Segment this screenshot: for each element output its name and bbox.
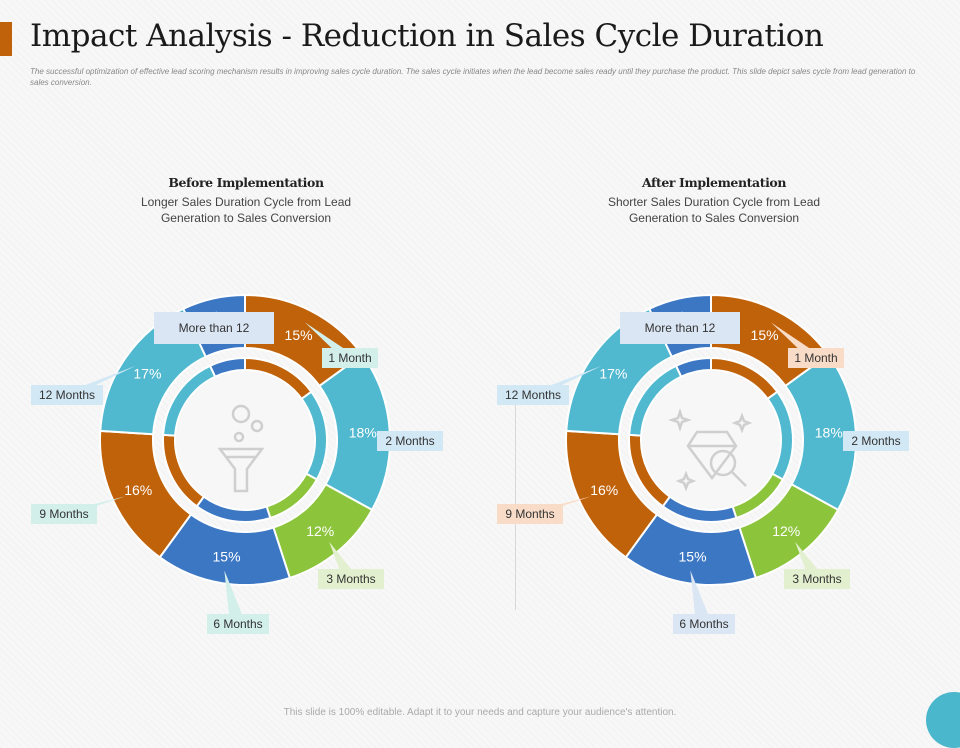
callout-label-12-months: 12 Months [505, 388, 561, 402]
after-subtitle: Shorter Sales Duration Cycle from Lead G… [554, 194, 874, 226]
callout-box-3-months [318, 569, 384, 589]
callout-pointer-6-months [690, 570, 712, 624]
callout-pointer-12-months [525, 365, 602, 395]
callout-pointer-12-months [59, 365, 136, 395]
callout-box-9-months [497, 504, 563, 524]
callout-box-1-month [788, 348, 844, 368]
callout-label-2-months: 2 Months [851, 434, 900, 448]
callout-label-6-months: 6 Months [213, 617, 262, 631]
after-subtitle-line-2: Generation to Sales Conversion [628, 211, 800, 225]
slice-pct-2-months: 18% [815, 425, 843, 441]
slide-description: The successful optimization of effective… [30, 67, 916, 87]
slice-pct-3-months: 12% [772, 523, 800, 539]
callout-label-9-months: 9 Months [39, 507, 88, 521]
callout-box-9-months [31, 504, 97, 524]
before-donut-chart: 15% 1 Month 18% 2 Months 12% 3 Months 15% 6 Mon… [31, 293, 443, 634]
donut-center [643, 372, 779, 508]
after-heading: After Implementation [641, 175, 787, 190]
callout-label-1-month: 1 Month [794, 351, 837, 365]
callout-box-2-months [377, 431, 443, 451]
before-heading: Before Implementation [168, 175, 324, 190]
slice-pct-6-months: 15% [679, 549, 707, 565]
after-panel-header: After Implementation Shorter Sales Durat… [554, 175, 874, 226]
callout-box-12-months [497, 385, 569, 405]
slice-pct-12-months: 17% [133, 366, 161, 382]
before-subtitle-line-1: Longer Sales Duration Cycle from Lead [140, 195, 352, 209]
callout-box-2-months [843, 431, 909, 451]
callout-box-6-months [673, 614, 735, 634]
callout-box-6-months [207, 614, 269, 634]
title-accent-bar [0, 22, 12, 56]
slice-pct-1-month: 15% [285, 327, 313, 343]
diamond-magnifier-icon [668, 408, 753, 492]
inner-arc-more-than-12 [674, 356, 712, 378]
before-subtitle: Longer Sales Duration Cycle from Lead Ge… [86, 194, 406, 226]
callout-label-9-months: 9 Months [505, 507, 554, 521]
callout-box-3-months [784, 569, 850, 589]
callout-label-6-months: 6 Months [679, 617, 728, 631]
callout-pointer-9-months [522, 496, 592, 514]
callout-label-12-months: 12 Months [39, 388, 95, 402]
slice-pct-12-months: 17% [599, 366, 627, 382]
callout-label-more-than-12: More than 12 [179, 321, 250, 335]
callout-box-more-than-12 [154, 312, 274, 344]
panel-divider [515, 395, 516, 610]
slide-title: Impact Analysis - Reduction in Sales Cyc… [30, 18, 824, 54]
slice-pct-2-months: 18% [349, 425, 377, 441]
footer-note: This slide is 100% editable. Adapt it to… [283, 707, 677, 718]
donut-center [177, 372, 313, 508]
callout-box-more-than-12 [620, 312, 740, 344]
callout-label-2-months: 2 Months [385, 434, 434, 448]
slice-pct-6-months: 15% [213, 549, 241, 565]
callout-label-3-months: 3 Months [326, 572, 375, 586]
slice-pct-9-months: 16% [124, 482, 152, 498]
after-donut-chart: 15% 1 Month 18% 2 Months 12% 3 Months 15% 6 Mon… [497, 293, 909, 634]
before-panel-header: Before Implementation Longer Sales Durat… [86, 175, 406, 226]
inner-arc-more-than-12 [208, 356, 246, 378]
callout-label-more-than-12: More than 12 [645, 321, 716, 335]
slice-pct-1-month: 15% [751, 327, 779, 343]
after-subtitle-line-1: Shorter Sales Duration Cycle from Lead [607, 195, 821, 209]
callout-label-3-months: 3 Months [792, 572, 841, 586]
donut-diagrams: 15% 1 Month 18% 2 Months 12% 3 Months 15% 6 Mon… [31, 293, 909, 634]
slice-pct-3-months: 12% [306, 523, 334, 539]
callout-box-12-months [31, 385, 103, 405]
callout-box-1-month [322, 348, 378, 368]
funnel-icon [217, 404, 265, 493]
before-subtitle-line-2: Generation to Sales Conversion [160, 211, 332, 225]
callout-label-1-month: 1 Month [328, 351, 371, 365]
callout-pointer-6-months [224, 570, 246, 624]
slice-pct-9-months: 16% [590, 482, 618, 498]
